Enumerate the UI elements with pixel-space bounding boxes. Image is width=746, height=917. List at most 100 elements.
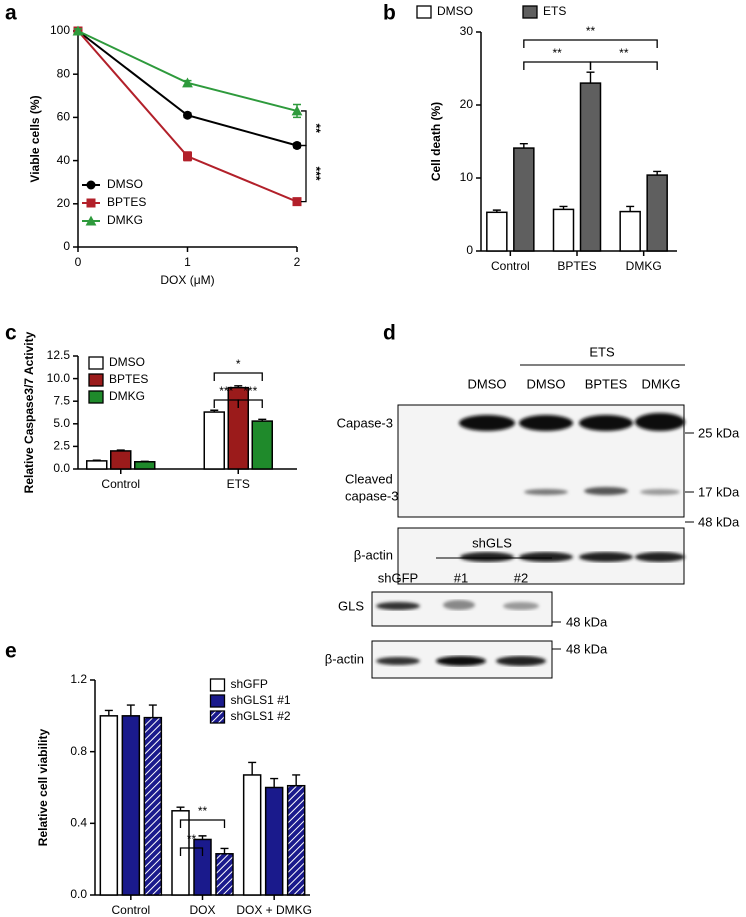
bar	[251, 420, 273, 470]
bar	[264, 786, 284, 896]
marker-label: 48 kDa	[698, 514, 740, 529]
lane-label: #1	[454, 570, 468, 585]
x-tick-label: Control	[101, 477, 140, 491]
legend-label: BPTES	[109, 372, 148, 386]
y-axis-label: Cell death (%)	[429, 102, 443, 181]
marker	[85, 215, 97, 226]
group-label: shGLS	[472, 535, 512, 550]
bar	[143, 716, 163, 896]
bar	[99, 715, 119, 896]
legend-label: DMSO	[107, 177, 143, 191]
bar	[215, 853, 234, 896]
marker	[86, 180, 96, 190]
significance-label: **	[198, 804, 208, 818]
significance-label: **	[187, 832, 197, 846]
x-tick-label: DOX	[189, 903, 215, 917]
panel-letter: b	[383, 2, 396, 25]
bar	[110, 450, 132, 470]
legend-label: shGFP	[231, 677, 268, 691]
blot-d: d ETS DMSO DMSO BPTES DMKG Capase-3 Clea…	[337, 322, 740, 585]
significance-bracket	[589, 61, 658, 70]
y-tick-label: 20	[460, 97, 474, 111]
marker-label: 48 kDa	[566, 614, 608, 629]
legend-label: DMSO	[437, 4, 473, 18]
legend-label: DMKG	[107, 213, 143, 227]
legend-label: ETS	[543, 4, 566, 18]
y-tick-label: 0	[63, 239, 70, 253]
x-tick-label: 1	[184, 255, 191, 269]
lane-label: #2	[514, 570, 528, 585]
y-tick-label: 20	[57, 196, 71, 210]
significance-label: **	[619, 46, 629, 60]
y-tick-label: 1.2	[70, 672, 87, 686]
y-tick-label: 2.5	[53, 439, 70, 453]
bar	[193, 838, 212, 896]
y-tick-label: 100	[50, 23, 70, 37]
bar	[286, 784, 306, 896]
bands	[460, 552, 685, 562]
bands	[459, 413, 685, 495]
y-tick-label: 12.5	[47, 348, 71, 362]
x-tick-label: Control	[491, 259, 530, 273]
lane-label: BPTES	[585, 376, 628, 391]
row-label: GLS	[338, 598, 364, 613]
y-tick-label: 0.0	[53, 461, 70, 475]
marker	[72, 25, 84, 36]
legend-swatch	[209, 694, 226, 708]
legend-swatch	[88, 390, 104, 404]
legend-label: DMKG	[109, 389, 145, 403]
bar	[86, 460, 108, 470]
row-label: Capase-3	[337, 415, 393, 430]
legend-swatch	[416, 5, 432, 19]
bar	[646, 174, 668, 252]
row-label: Cleaved	[345, 471, 393, 486]
marker	[183, 151, 192, 161]
y-tick-label: 10.0	[47, 371, 71, 385]
x-tick-label: BPTES	[557, 259, 596, 273]
significance-bracket	[213, 372, 263, 381]
bar	[203, 411, 225, 470]
row-label: β-actin	[325, 651, 364, 666]
y-axis-label: Relative cell viability	[36, 728, 50, 846]
y-tick-label: 60	[57, 110, 71, 124]
y-tick-label: 0.0	[70, 887, 87, 901]
group-label: ETS	[589, 344, 615, 359]
bar	[242, 774, 262, 896]
significance-bracket	[237, 399, 263, 408]
significance-label: **	[552, 46, 562, 60]
bands	[376, 600, 539, 610]
significance-bracket	[179, 847, 204, 856]
y-tick-label: 30	[460, 24, 474, 38]
bar	[579, 82, 602, 252]
bar	[227, 386, 249, 470]
x-axis-label: DOX (μM)	[160, 273, 214, 287]
legend-label: DMSO	[109, 355, 145, 369]
y-tick-label: 5.0	[53, 416, 70, 430]
y-tick-label: 0	[466, 243, 473, 257]
panel-letter: e	[5, 640, 17, 663]
y-axis-label: Relative Caspase3/7 Activity	[22, 331, 36, 493]
y-tick-label: 10	[460, 170, 474, 184]
significance-bracket	[301, 110, 307, 147]
legend-label: shGLS1 #2	[231, 709, 291, 723]
legend-swatch	[209, 678, 226, 692]
significance-bracket	[301, 144, 307, 203]
panel-letter: c	[5, 322, 17, 345]
legend-swatch	[522, 5, 538, 19]
marker	[291, 105, 303, 116]
y-tick-label: 0.8	[70, 744, 87, 758]
legend-swatch	[88, 356, 104, 370]
lane-label: DMSO	[527, 376, 566, 391]
bar	[552, 208, 575, 252]
line	[77, 30, 298, 147]
lane-label: DMSO	[468, 376, 507, 391]
panel-letter: d	[383, 322, 396, 345]
bar	[619, 210, 641, 252]
x-tick-label: 2	[294, 255, 301, 269]
marker	[292, 197, 302, 207]
marker	[182, 77, 193, 88]
bar	[513, 147, 535, 252]
significance-label: **	[309, 124, 323, 134]
